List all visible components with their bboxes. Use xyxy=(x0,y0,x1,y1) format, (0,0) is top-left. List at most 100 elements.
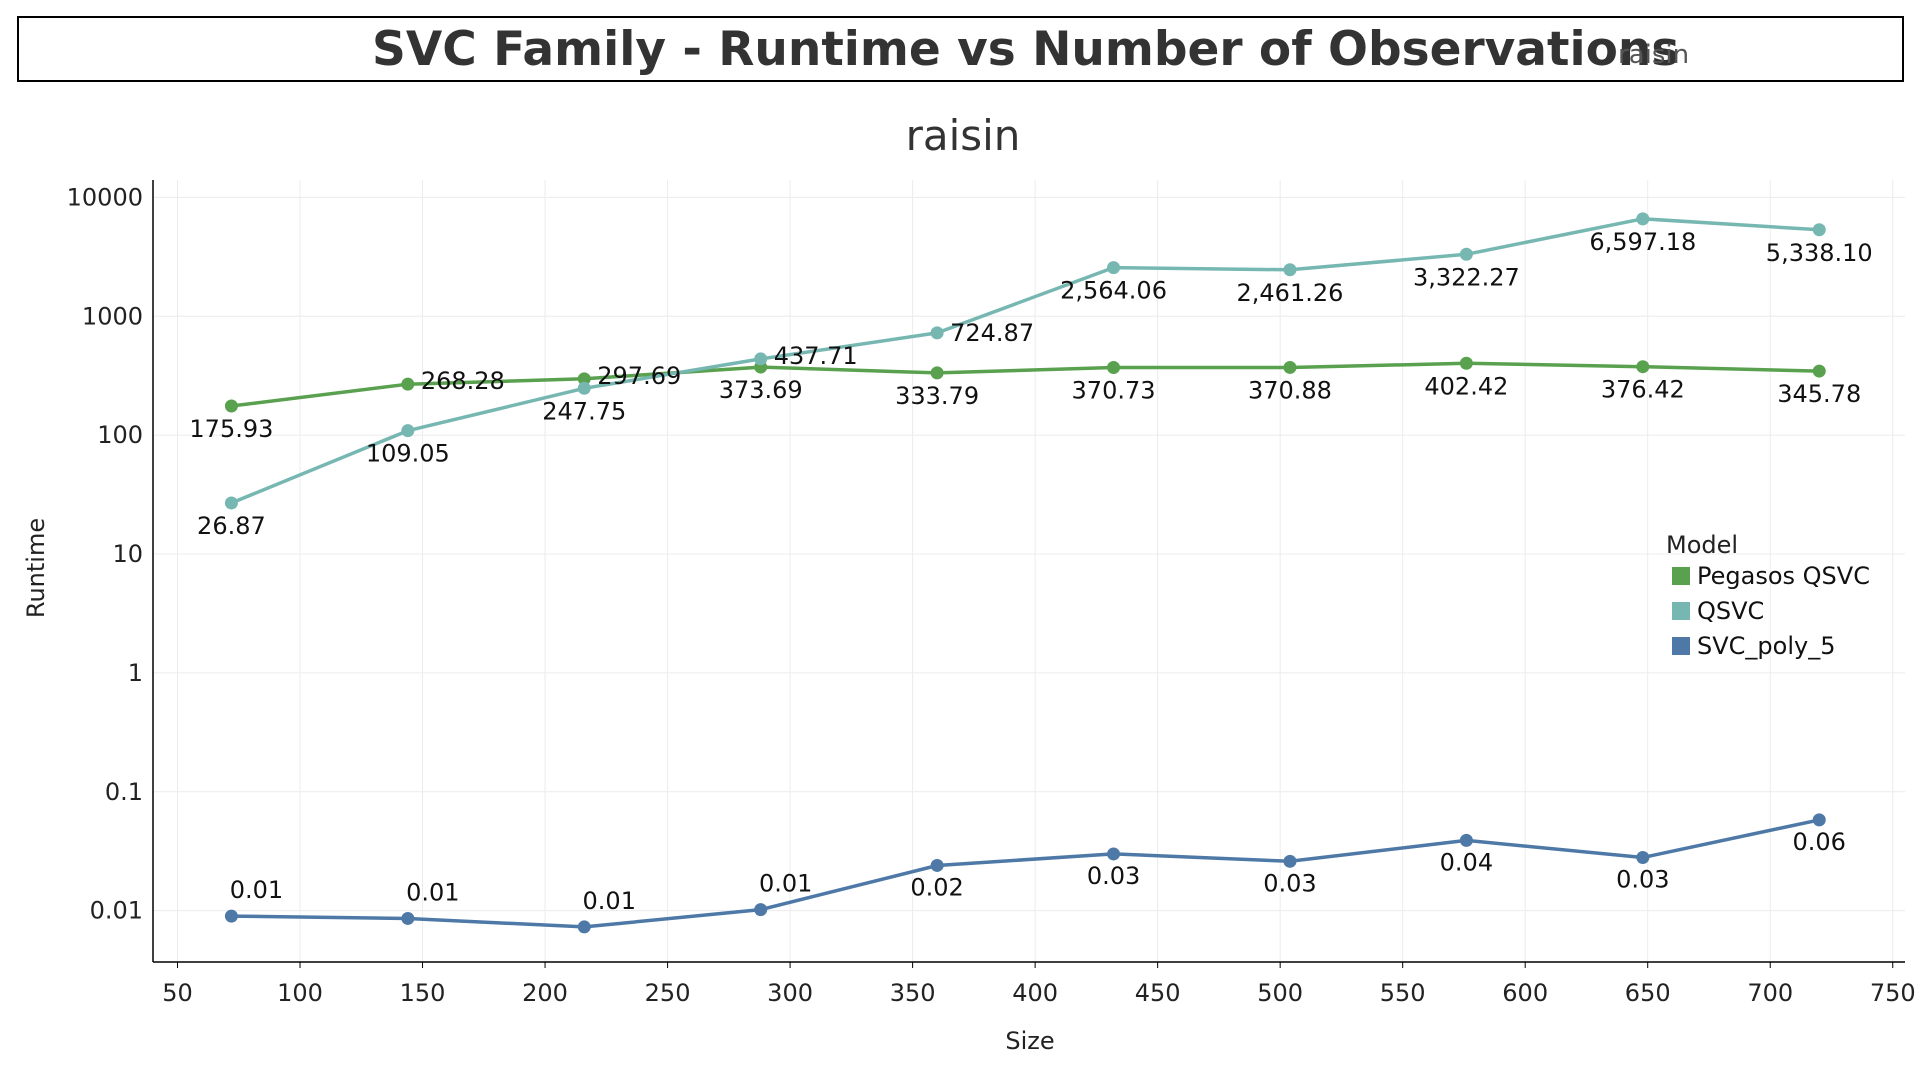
data-label-pegasos-qsvc: 370.88 xyxy=(1248,376,1332,404)
y-axis-title: Runtime xyxy=(22,518,50,618)
y-tick-label: 10 xyxy=(112,540,143,568)
series-layer xyxy=(224,212,1826,934)
header-box xyxy=(17,16,1904,82)
page-title: SVC Family - Runtime vs Number of Observ… xyxy=(372,22,1680,77)
data-point-pegasos-qsvc xyxy=(224,399,238,413)
legend-title: Model xyxy=(1666,531,1738,559)
y-tick-label: 1000 xyxy=(82,302,143,330)
data-label-qsvc: 109.05 xyxy=(366,440,450,468)
data-point-pegasos-qsvc xyxy=(1107,360,1121,374)
data-label-pegasos-qsvc: 268.28 xyxy=(421,367,505,395)
data-point-pegasos-qsvc xyxy=(1459,356,1473,370)
x-tick-label: 750 xyxy=(1870,979,1916,1007)
data-point-svc-poly-5 xyxy=(1107,847,1121,861)
legend[interactable]: Model Pegasos QSVC QSVC SVC_poly_5 xyxy=(1666,531,1870,660)
data-label-pegasos-qsvc: 345.78 xyxy=(1777,380,1861,408)
data-point-pegasos-qsvc xyxy=(1812,364,1826,378)
x-tick-label: 500 xyxy=(1257,979,1303,1007)
data-label-qsvc: 3,322.27 xyxy=(1413,263,1520,291)
data-point-svc-poly-5 xyxy=(1459,833,1473,847)
x-tick-label: 200 xyxy=(522,979,568,1007)
x-tick-label: 700 xyxy=(1747,979,1793,1007)
data-point-qsvc xyxy=(930,326,944,340)
legend-item-svc-poly-5: SVC_poly_5 xyxy=(1697,632,1835,660)
x-axis-title: Size xyxy=(1005,1027,1054,1055)
data-label-pegasos-qsvc: 402.42 xyxy=(1424,372,1508,400)
data-point-pegasos-qsvc xyxy=(1636,360,1650,374)
data-point-pegasos-qsvc xyxy=(401,377,415,391)
y-tick-labels: 0.01 0.1 1 10 100 1000 10000 xyxy=(67,183,143,924)
series-line-svc-poly-5 xyxy=(231,818,1820,929)
x-tick-label: 350 xyxy=(890,979,936,1007)
legend-swatch-svc-poly-5 xyxy=(1672,637,1690,655)
data-point-qsvc xyxy=(224,496,238,510)
x-tick-label: 650 xyxy=(1625,979,1671,1007)
data-point-pegasos-qsvc xyxy=(577,372,591,386)
x-tick-label: 450 xyxy=(1135,979,1181,1007)
series-line-pegasos-qsvc xyxy=(231,361,1820,408)
x-tick-label: 300 xyxy=(767,979,813,1007)
legend-swatch-qsvc xyxy=(1672,602,1690,620)
data-point-svc-poly-5 xyxy=(754,903,768,917)
series-line-qsvc xyxy=(230,217,1820,505)
data-point-qsvc xyxy=(1283,263,1297,277)
y-tick-label: 10000 xyxy=(67,183,143,211)
data-point-qsvc xyxy=(1636,212,1650,226)
data-label-svc-poly-5: 0.02 xyxy=(910,873,963,901)
legend-item-pegasos-qsvc: Pegasos QSVC xyxy=(1697,562,1870,590)
chart-title: raisin xyxy=(906,111,1021,160)
data-point-qsvc xyxy=(577,381,591,395)
data-label-pegasos-qsvc: 370.73 xyxy=(1072,376,1156,404)
legend-swatch-pegasos-qsvc xyxy=(1672,567,1690,585)
data-label-qsvc: 6,597.18 xyxy=(1589,228,1696,256)
x-tick-label: 150 xyxy=(400,979,446,1007)
data-label-pegasos-qsvc: 297.69 xyxy=(597,362,681,390)
data-label-svc-poly-5: 0.01 xyxy=(230,876,283,904)
x-tick-label: 100 xyxy=(277,979,323,1007)
data-point-qsvc xyxy=(401,424,415,438)
data-point-qsvc xyxy=(754,352,768,366)
x-tick-label: 250 xyxy=(645,979,691,1007)
data-label-pegasos-qsvc: 373.69 xyxy=(719,376,803,404)
data-label-pegasos-qsvc: 175.93 xyxy=(189,415,273,443)
data-labels: 175.93 268.28 297.69 373.69 333.79 370.73 370.… xyxy=(189,228,1872,915)
data-label-qsvc: 724.87 xyxy=(950,319,1034,347)
legend-item-qsvc: QSVC xyxy=(1697,597,1764,625)
data-point-svc-poly-5 xyxy=(224,909,238,923)
x-tick-labels: 50 100 150 200 250 300 350 400 450 500 550 600 650 70… xyxy=(162,962,1916,1007)
x-tick-label: 550 xyxy=(1380,979,1426,1007)
data-point-pegasos-qsvc xyxy=(930,366,944,380)
x-tick-label: 50 xyxy=(162,979,193,1007)
filter-value[interactable]: raisin xyxy=(1618,40,1690,70)
y-tick-label: 100 xyxy=(97,421,143,449)
data-point-svc-poly-5 xyxy=(1812,813,1826,827)
y-tick-label: 0.01 xyxy=(90,897,143,925)
data-label-qsvc: 5,338.10 xyxy=(1766,239,1873,267)
grid-layer xyxy=(153,180,1905,962)
data-label-qsvc: 2,564.06 xyxy=(1060,277,1167,305)
data-point-svc-poly-5 xyxy=(930,858,944,872)
x-tick-label: 400 xyxy=(1012,979,1058,1007)
axes-layer xyxy=(152,180,1905,963)
data-label-svc-poly-5: 0.01 xyxy=(759,870,812,898)
data-point-svc-poly-5 xyxy=(401,911,415,925)
y-tick-label: 0.1 xyxy=(105,778,143,806)
data-label-svc-poly-5: 0.06 xyxy=(1793,828,1846,856)
data-label-qsvc: 2,461.26 xyxy=(1237,279,1344,307)
data-label-svc-poly-5: 0.03 xyxy=(1616,866,1669,894)
data-label-svc-poly-5: 0.03 xyxy=(1263,869,1316,897)
data-label-pegasos-qsvc: 333.79 xyxy=(895,382,979,410)
data-label-qsvc: 26.87 xyxy=(197,512,266,540)
data-point-svc-poly-5 xyxy=(1636,851,1650,865)
data-point-svc-poly-5 xyxy=(577,920,591,934)
data-label-pegasos-qsvc: 376.42 xyxy=(1601,376,1685,404)
data-point-qsvc xyxy=(1459,247,1473,261)
data-label-qsvc: 437.71 xyxy=(774,342,858,370)
data-label-svc-poly-5: 0.04 xyxy=(1440,848,1493,876)
data-point-qsvc xyxy=(1812,223,1826,237)
data-point-svc-poly-5 xyxy=(1283,854,1297,868)
data-label-svc-poly-5: 0.01 xyxy=(406,878,459,906)
data-label-qsvc: 247.75 xyxy=(542,397,626,425)
y-tick-label: 1 xyxy=(128,659,143,687)
